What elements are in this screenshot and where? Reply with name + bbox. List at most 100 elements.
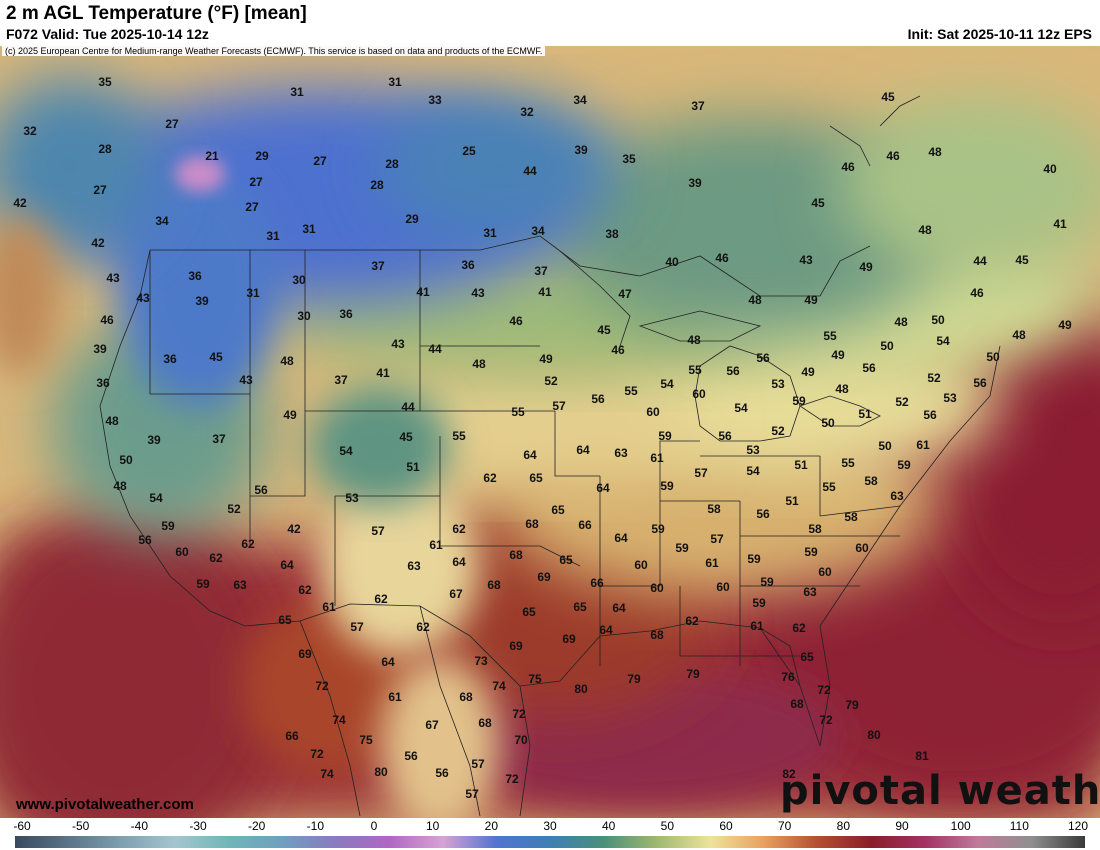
- temperature-label: 62: [241, 537, 255, 551]
- temperature-label: 75: [359, 733, 373, 747]
- temperature-label: 69: [298, 647, 312, 661]
- temperature-label: 37: [534, 264, 548, 278]
- temperature-label: 59: [651, 522, 665, 536]
- temperature-label: 34: [155, 214, 169, 228]
- colorbar-tick: 10: [425, 819, 440, 833]
- temperature-label: 62: [416, 620, 430, 634]
- colorbar-tick: -60: [13, 819, 31, 833]
- temperature-label: 55: [823, 329, 837, 343]
- temperature-label: 74: [320, 767, 334, 781]
- temperature-label: 54: [734, 401, 748, 415]
- temperature-label: 48: [918, 223, 932, 237]
- colorbar-tick: 120: [1067, 819, 1089, 833]
- temperature-label: 41: [1053, 217, 1067, 231]
- temperature-label: 51: [785, 494, 799, 508]
- temperature-field: [0, 76, 1100, 818]
- temperature-label: 53: [943, 391, 957, 405]
- temperature-label: 65: [529, 471, 543, 485]
- temperature-label: 53: [771, 377, 785, 391]
- temperature-label: 62: [298, 583, 312, 597]
- temperature-label: 52: [927, 371, 941, 385]
- temperature-label: 64: [280, 558, 294, 572]
- temperature-label: 69: [562, 632, 576, 646]
- temperature-label: 59: [658, 429, 672, 443]
- colorbar-tick: 20: [484, 819, 499, 833]
- temperature-label: 68: [487, 578, 501, 592]
- temperature-label: 51: [794, 458, 808, 472]
- temperature-label: 60: [818, 565, 832, 579]
- temperature-label: 72: [512, 707, 526, 721]
- temperature-label: 31: [290, 85, 304, 99]
- temperature-label: 33: [428, 93, 442, 107]
- colorbar-tick: -10: [306, 819, 324, 833]
- temperature-label: 39: [147, 433, 161, 447]
- forecast-valid-time: F072 Valid: Tue 2025-10-14 12z: [6, 26, 209, 42]
- temperature-label: 72: [817, 683, 831, 697]
- temperature-label: 57: [694, 466, 708, 480]
- temperature-label: 48: [280, 354, 294, 368]
- temperature-label: 55: [624, 384, 638, 398]
- temperature-label: 60: [646, 405, 660, 419]
- temperature-label: 54: [339, 444, 353, 458]
- temperature-label: 48: [687, 333, 701, 347]
- temperature-label: 45: [1015, 253, 1029, 267]
- temperature-label: 62: [483, 471, 497, 485]
- temperature-label: 62: [792, 621, 806, 635]
- map-header: 2 m AGL Temperature (°F) [mean] F072 Val…: [0, 0, 1100, 46]
- copyright-notice: (c) 2025 European Centre for Medium-rang…: [2, 46, 546, 56]
- colorbar-tick: 80: [836, 819, 851, 833]
- website-url[interactable]: www.pivotalweather.com: [16, 796, 194, 813]
- temperature-label: 50: [119, 453, 133, 467]
- temperature-label: 21: [205, 149, 219, 163]
- political-boundaries: [99, 95, 1001, 817]
- temperature-label: 44: [401, 400, 415, 414]
- temperature-label: 70: [514, 733, 528, 747]
- temperature-label: 43: [136, 291, 150, 305]
- temperature-label: 65: [278, 613, 292, 627]
- temperature-label: 40: [665, 255, 679, 269]
- temperature-label: 39: [574, 143, 588, 157]
- temperature-label: 80: [374, 765, 388, 779]
- temperature-label: 75: [528, 672, 542, 686]
- temperature-label: 45: [399, 430, 413, 444]
- temperature-label: 73: [474, 654, 488, 668]
- temperature-label: 63: [614, 446, 628, 460]
- temperature-label: 63: [407, 559, 421, 573]
- temperature-label: 56: [254, 483, 268, 497]
- temperature-label: 56: [138, 533, 152, 547]
- temperature-label: 80: [867, 728, 881, 742]
- temperature-label: 41: [538, 285, 552, 299]
- temperature-label: 61: [750, 619, 764, 633]
- temperature-label: 64: [452, 555, 466, 569]
- temperature-label: 62: [685, 614, 699, 628]
- colorbar-tick: 90: [895, 819, 909, 833]
- temperature-label: 59: [747, 552, 761, 566]
- temperature-label: 56: [718, 429, 732, 443]
- temperature-label: 52: [227, 502, 241, 516]
- temperature-label: 43: [471, 286, 485, 300]
- colorbar-tick: -40: [130, 819, 148, 833]
- temperature-label: 27: [93, 183, 107, 197]
- temperature-label: 64: [596, 481, 610, 495]
- temperature-label: 57: [350, 620, 364, 634]
- temperature-label: 50: [878, 439, 892, 453]
- temperature-label: 48: [894, 315, 908, 329]
- temperature-label: 59: [752, 596, 766, 610]
- temperature-label: 48: [472, 357, 486, 371]
- temperature-label: 55: [688, 363, 702, 377]
- colorbar-tick: -30: [189, 819, 207, 833]
- temperature-label: 68: [459, 690, 473, 704]
- temperature-label: 56: [726, 364, 740, 378]
- temperature-label: 31: [483, 226, 497, 240]
- temperature-label: 60: [855, 541, 869, 555]
- temperature-label: 60: [692, 387, 706, 401]
- temperature-label: 79: [845, 698, 859, 712]
- temperature-label: 40: [1043, 162, 1057, 176]
- temperature-label: 62: [374, 592, 388, 606]
- temperature-label: 31: [246, 286, 260, 300]
- temperature-label: 45: [881, 90, 895, 104]
- temperature-label: 54: [149, 491, 163, 505]
- temperature-label: 37: [334, 373, 348, 387]
- temperature-label: 61: [916, 438, 930, 452]
- temperature-label: 29: [255, 149, 269, 163]
